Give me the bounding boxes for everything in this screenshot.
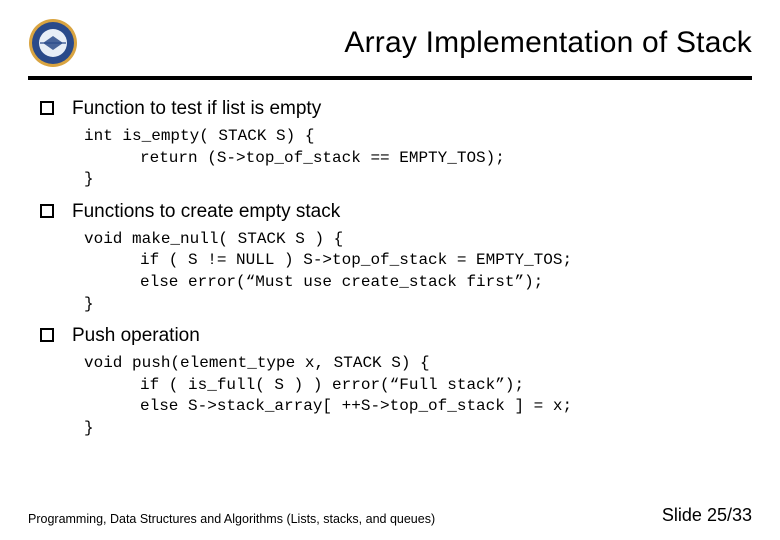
footer-left: Programming, Data Structures and Algorit…	[28, 512, 435, 526]
bullet-marker	[40, 204, 54, 218]
code-line: }	[84, 295, 94, 313]
code-line: else error(“Must use create_stack first”…	[84, 272, 728, 294]
code-line: }	[84, 170, 94, 188]
bullet-item: Function to test if list is empty	[40, 98, 728, 120]
bullet-label: Function to test if list is empty	[72, 98, 321, 120]
code-block: void push(element_type x, STACK S) { if …	[84, 353, 728, 439]
bullet-marker	[40, 101, 54, 115]
slide-footer: Programming, Data Structures and Algorit…	[0, 505, 780, 526]
code-line: }	[84, 419, 94, 437]
bullet-item: Functions to create empty stack	[40, 201, 728, 223]
bullet-marker	[40, 328, 54, 342]
code-line: if ( is_full( S ) ) error(“Full stack”);	[84, 375, 728, 397]
code-block: void make_null( STACK S ) { if ( S != NU…	[84, 229, 728, 315]
slide-number: Slide 25/33	[662, 505, 752, 526]
slide-header: Array Implementation of Stack	[0, 0, 780, 76]
code-line: return (S->top_of_stack == EMPTY_TOS);	[84, 148, 728, 170]
slide-body: Function to test if list is empty int is…	[0, 98, 780, 440]
code-line: int is_empty( STACK S) {	[84, 127, 314, 145]
bullet-item: Push operation	[40, 325, 728, 347]
bullet-label: Push operation	[72, 325, 200, 347]
code-line: void make_null( STACK S ) {	[84, 230, 343, 248]
code-line: else S->stack_array[ ++S->top_of_stack ]…	[84, 396, 728, 418]
seal-logo	[28, 18, 78, 68]
slide-title: Array Implementation of Stack	[90, 26, 752, 60]
code-line: void push(element_type x, STACK S) {	[84, 354, 430, 372]
bullet-label: Functions to create empty stack	[72, 201, 340, 223]
code-line: if ( S != NULL ) S->top_of_stack = EMPTY…	[84, 250, 728, 272]
code-block: int is_empty( STACK S) { return (S->top_…	[84, 126, 728, 191]
slide: { "header": { "title": "Array Implementa…	[0, 0, 780, 540]
title-rule	[28, 76, 752, 80]
